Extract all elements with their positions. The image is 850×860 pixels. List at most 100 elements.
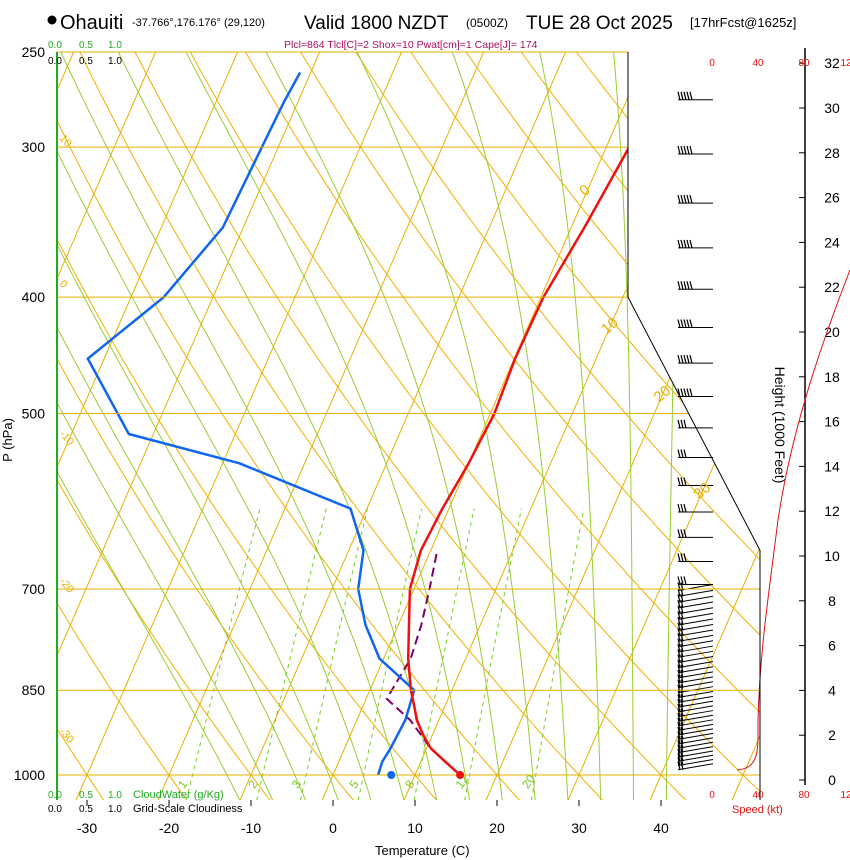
wind-barb-flag <box>680 355 684 364</box>
wind-barb-shaft <box>677 589 714 597</box>
moist-adiabat-line <box>539 52 602 800</box>
height-axis-title: Height (1000 Feet) <box>772 367 788 484</box>
wind-barb-flag <box>677 503 681 513</box>
moist-adiabat-line <box>117 52 438 800</box>
wind-barb-flag <box>677 649 681 658</box>
wind-barb-flag <box>680 654 684 663</box>
wind-barb-shaft <box>677 666 714 674</box>
wind-barb-flag <box>680 694 684 703</box>
dry-adiabat-line <box>0 31 21 801</box>
wind-barb-flag <box>680 643 684 653</box>
wind-barb <box>677 319 713 329</box>
profiles <box>86 71 666 776</box>
wind-barb-flag <box>677 654 681 663</box>
wind-barb-flag <box>680 744 684 753</box>
wind-barb-flag <box>680 748 684 758</box>
wind-barb <box>677 722 714 731</box>
wind-barb-flag <box>680 698 684 708</box>
isotherm-line <box>567 52 760 800</box>
wind-barb-flag <box>677 594 681 603</box>
wind-barb-shaft <box>677 607 714 615</box>
wind-barb-flag <box>677 449 681 458</box>
wind-barb-flag <box>680 726 684 736</box>
wind-barb-flag <box>677 748 681 758</box>
wind-barb-flag <box>680 664 684 673</box>
speed-tick-bottom: 80 <box>798 790 810 801</box>
height-tick-label: 16 <box>824 414 840 430</box>
y-axis-title: P (hPa) <box>0 418 15 462</box>
wind-barb-shaft <box>677 723 714 731</box>
wind-barb-shaft <box>677 737 714 745</box>
wind-barb-flag <box>677 477 681 486</box>
cloud-water-tick-top: 0.0 <box>48 40 62 51</box>
wind-barb <box>677 726 714 736</box>
wind-barb <box>677 740 714 749</box>
x-axis-title: Temperature (C) <box>375 843 470 858</box>
mixing-ratio-label: 5 <box>346 777 361 791</box>
wind-barb <box>677 717 714 727</box>
wind-barb-shaft <box>677 624 714 631</box>
wind-barb-flag <box>677 616 681 626</box>
wind-barb-flag <box>680 91 684 100</box>
wind-barb-flag <box>683 553 687 562</box>
height-tick-label: 28 <box>824 145 840 161</box>
wind-barb-flag <box>680 633 684 642</box>
cloud-water-tick-bottom: 0.5 <box>79 790 93 801</box>
x-tick-label: 0 <box>329 820 337 836</box>
speed-tick-bottom: 40 <box>752 790 764 801</box>
moist-adiabat-line <box>57 52 274 800</box>
wind-barb-flag <box>677 744 681 753</box>
speed-tick-bottom: 12 <box>840 790 850 801</box>
surface-dewpoint-dot <box>387 771 396 779</box>
wind-barb-flag <box>677 281 681 290</box>
wind-barb-flag <box>683 388 687 397</box>
isotherm-line <box>57 52 166 800</box>
wind-barb <box>677 674 714 684</box>
wind-barb-flag <box>680 388 684 397</box>
wind-barb-shaft <box>677 618 714 626</box>
wind-barb-flag <box>680 477 684 486</box>
wind-barb-shaft <box>677 750 714 758</box>
wind-barb-shaft <box>677 759 714 767</box>
wind-barb-shaft <box>677 629 714 637</box>
wind-barb <box>677 622 714 631</box>
wind-barb-flag <box>686 145 690 155</box>
cloud-water-tick-bottom: 1.0 <box>108 790 122 801</box>
wind-barb-shaft <box>677 754 714 762</box>
cloudiness-tick-bottom: 0.5 <box>79 804 93 815</box>
wind-barb-flag <box>677 638 681 647</box>
wind-barb-flag <box>686 239 690 249</box>
cloud-water-label: CloudWater (g/Kg) <box>133 789 224 801</box>
wind-barb-flag <box>677 588 681 597</box>
wind-barb-flag <box>677 694 681 703</box>
wind-barb-flag <box>689 281 693 290</box>
wind-barb <box>677 477 713 486</box>
wind-barb-shaft <box>677 634 714 642</box>
wind-barb-flag <box>677 726 681 736</box>
wind-barb-flag <box>683 355 687 364</box>
wind-barb <box>677 649 714 658</box>
wind-barb-flag <box>680 194 684 204</box>
wind-barb-flag <box>677 684 681 693</box>
wind-barb-flag <box>680 708 684 717</box>
wind-barb-flag <box>680 659 684 668</box>
cloudiness-tick-bottom: 0.0 <box>48 804 62 815</box>
wind-barb-flag <box>677 355 681 364</box>
y-tick-label: 400 <box>22 289 46 305</box>
x-tick-label: -10 <box>241 820 261 836</box>
wind-barb-shaft <box>677 719 714 727</box>
wind-barb-flag <box>680 761 684 770</box>
wind-barb-flag <box>689 388 693 397</box>
wind-barb-flag <box>686 281 690 290</box>
height-tick-label: 26 <box>824 190 840 206</box>
wind-barb-flag <box>677 622 681 631</box>
wind-barb <box>677 503 713 513</box>
dry-adiabat-line <box>57 52 437 800</box>
wind-barb-shaft <box>677 732 714 740</box>
wind-barb-flag <box>677 643 681 653</box>
wind-barb-flag <box>689 91 693 100</box>
wind-barb-flag <box>677 679 681 688</box>
wind-barb-flag <box>680 576 684 585</box>
isotherm-label: -30 <box>57 726 76 746</box>
